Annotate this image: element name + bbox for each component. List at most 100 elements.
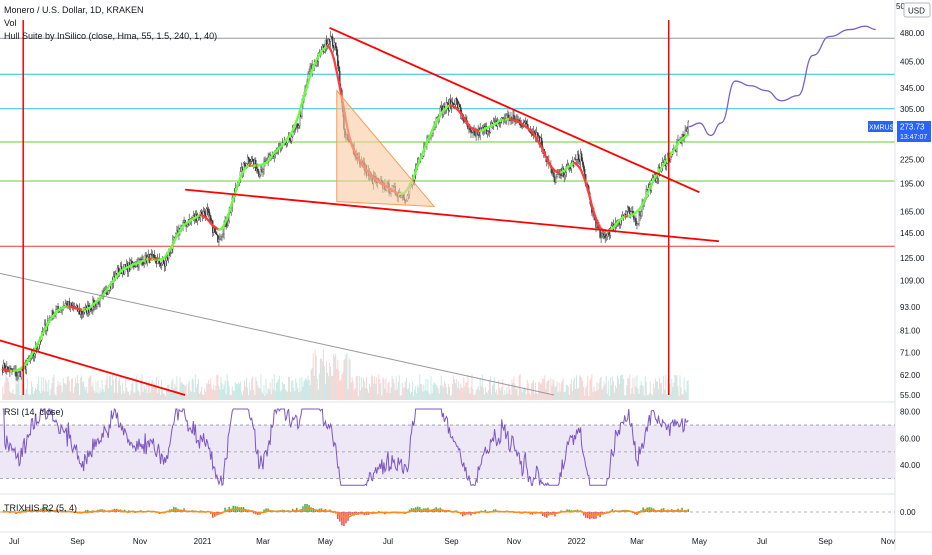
rsi-tick-label: 60.00	[900, 434, 921, 443]
candle-body	[337, 55, 338, 66]
volume-bar	[191, 392, 192, 400]
volume-bar	[559, 382, 560, 400]
candle-body	[452, 102, 453, 103]
volume-legend[interactable]: Vol	[4, 18, 17, 28]
volume-bar	[556, 386, 557, 400]
volume-bar	[115, 378, 116, 400]
candle-body	[144, 264, 145, 265]
symbol-tag: XMRUSD	[869, 125, 899, 132]
volume-bar	[70, 392, 71, 400]
volume-bar	[144, 385, 145, 400]
volume-bar	[121, 394, 122, 400]
volume-bar	[31, 381, 32, 400]
candle-body	[252, 159, 253, 161]
volume-bar	[290, 392, 291, 400]
volume-bar	[245, 387, 246, 400]
candle-body	[526, 121, 527, 124]
volume-bar	[253, 390, 254, 400]
candle-body	[456, 98, 457, 100]
candle-body	[687, 129, 688, 131]
volume-bar	[102, 380, 103, 400]
volume-bar	[569, 395, 570, 400]
volume-bar	[476, 390, 477, 400]
volume-bar	[647, 395, 648, 400]
volume-bar	[294, 391, 295, 400]
volume-bar	[382, 377, 383, 400]
volume-bar	[404, 387, 405, 400]
price-tick-label: 55.00	[900, 391, 921, 400]
volume-bar	[58, 381, 59, 400]
volume-bar	[89, 376, 90, 400]
volume-bar	[606, 376, 607, 400]
volume-bar	[468, 388, 469, 400]
volume-bar	[42, 391, 43, 400]
volume-bar	[671, 379, 672, 400]
volume-bar	[467, 375, 468, 400]
volume-bar	[272, 379, 273, 400]
volume-bar	[319, 374, 320, 400]
volume-bar	[635, 387, 636, 400]
rsi-legend[interactable]: RSI (14, close)	[4, 407, 64, 417]
volume-bar	[308, 376, 309, 400]
volume-bar	[680, 375, 681, 400]
trix-legend[interactable]: TRIXHIS R2 (5, 4)	[4, 503, 77, 513]
volume-bar	[351, 383, 352, 400]
volume-bar	[3, 394, 4, 400]
volume-bar	[522, 392, 523, 400]
volume-bar	[474, 395, 475, 400]
volume-bar	[565, 392, 566, 400]
volume-bar	[210, 378, 211, 400]
volume-bar	[32, 387, 33, 400]
volume-bar	[525, 389, 526, 400]
volume-bar	[573, 381, 574, 400]
volume-bar	[398, 382, 399, 400]
time-tick-label: Sep	[444, 537, 459, 546]
volume-bar	[69, 381, 70, 400]
candle-body	[553, 173, 554, 178]
volume-bar	[41, 377, 42, 400]
volume-bar	[508, 383, 509, 400]
volume-bar	[225, 380, 226, 400]
volume-bar	[219, 390, 220, 400]
volume-bar	[344, 359, 345, 400]
volume-bar	[212, 390, 213, 400]
volume-bar	[399, 376, 400, 400]
volume-bar	[572, 391, 573, 400]
volume-bar	[539, 382, 540, 400]
volume-bar	[96, 392, 97, 400]
volume-bar	[428, 393, 429, 400]
volume-bar	[664, 390, 665, 400]
symbol-title[interactable]: Monero / U.S. Dollar, 1D, KRAKEN	[4, 5, 144, 15]
volume-bar	[548, 380, 549, 400]
volume-bar	[634, 378, 635, 400]
volume-bar	[554, 387, 555, 400]
volume-bar	[478, 386, 479, 400]
volume-bar	[287, 392, 288, 400]
candle-body	[71, 303, 72, 306]
volume-bar	[132, 381, 133, 400]
volume-bar	[68, 376, 69, 400]
volume-bar	[494, 377, 495, 400]
volume-bar	[379, 379, 380, 400]
volume-bar	[19, 375, 20, 400]
indicator-legend[interactable]: Hull Suite by InSilico (close, Hma, 55, …	[4, 31, 217, 41]
volume-bar	[644, 395, 645, 400]
volume-bar	[270, 383, 271, 400]
volume-bar	[600, 378, 601, 400]
volume-bar	[678, 396, 679, 400]
volume-bar	[602, 390, 603, 400]
volume-bar	[630, 394, 631, 400]
volume-bar	[168, 384, 169, 400]
currency-label[interactable]: USD	[908, 7, 925, 16]
volume-bar	[672, 387, 673, 400]
volume-bar	[518, 396, 519, 400]
price-tick-label: 305.00	[900, 105, 925, 114]
volume-bar	[618, 378, 619, 400]
volume-bar	[158, 380, 159, 400]
volume-bar	[232, 387, 233, 400]
trix-bar	[343, 512, 345, 526]
volume-bar	[659, 378, 660, 400]
volume-bar	[238, 383, 239, 400]
